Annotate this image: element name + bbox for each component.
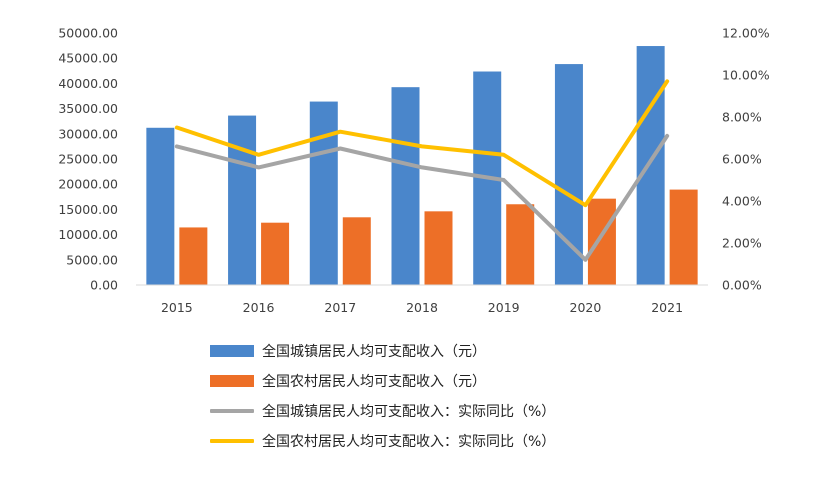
left-tick-label: 40000.00 [58,76,118,91]
bar-rural-income-2016 [261,222,290,285]
legend-item-rural-growth: 全国农村居民人均可支配收入：实际同比（%） [210,426,555,456]
right-tick-label: 4.00% [722,194,762,209]
legend-item-rural-income: 全国农村居民人均可支配收入（元） [210,366,555,396]
right-axis-ticks: 0.00% 2.00% 4.00% 6.00% 8.00% 10.00% 12.00% [722,26,770,293]
left-tick-label: 50000.00 [58,26,118,41]
bar-rural-income-2021 [669,189,698,285]
left-tick-label: 0.00 [90,278,118,293]
x-tick-label-2019: 2019 [488,300,520,315]
legend-swatch-rural-income [210,375,254,387]
right-tick-label: 0.00% [722,278,762,293]
urban-growth-line [174,133,670,262]
rural-income-bars [179,189,698,285]
x-tick-label-2021: 2021 [651,300,683,315]
x-tick-label-2020: 2020 [570,300,602,315]
x-tick-label-2017: 2017 [324,300,356,315]
x-tick-label-2016: 2016 [243,300,275,315]
left-axis-ticks: 0.00 5000.00 10000.00 15000.00 20000.00 25000… [58,26,118,293]
x-tick-label-2015: 2015 [161,300,193,315]
legend-item-urban-growth: 全国城镇居民人均可支配收入：实际同比（%） [210,396,555,426]
rural-growth-line [174,79,670,208]
bar-urban-income-2018 [391,87,420,285]
bar-rural-income-2019 [506,204,535,285]
right-tick-label: 6.00% [722,152,762,167]
left-tick-label: 30000.00 [58,126,118,141]
x-tick-label-2018: 2018 [406,300,438,315]
legend-swatch-urban-growth [210,409,254,413]
right-tick-label: 12.00% [722,26,770,41]
bar-rural-income-2015 [179,227,208,285]
right-tick-label: 2.00% [722,236,762,251]
left-tick-label: 15000.00 [58,202,118,217]
left-tick-label: 25000.00 [58,152,118,167]
legend-swatch-urban-income [210,345,254,357]
left-tick-label: 45000.00 [58,51,118,66]
x-axis-ticks: 2015 2016 2017 2018 2019 2020 2021 [161,300,683,315]
bar-rural-income-2017 [342,217,371,285]
bar-urban-income-2016 [228,115,257,285]
bar-urban-income-2020 [554,64,583,286]
left-tick-label: 5000.00 [66,252,118,267]
bar-urban-income-2015 [146,127,175,286]
bar-urban-income-2017 [309,101,338,285]
left-tick-label: 35000.00 [58,101,118,116]
legend-label-urban-income: 全国城镇居民人均可支配收入（元） [262,344,486,360]
legend-label-urban-growth: 全国城镇居民人均可支配收入：实际同比（%） [262,404,556,420]
legend-label-rural-income: 全国农村居民人均可支配收入（元） [262,374,486,390]
legend-label-rural-growth: 全国农村居民人均可支配收入：实际同比（%） [262,434,556,450]
bar-rural-income-2020 [587,198,616,285]
right-tick-label: 8.00% [722,110,762,125]
left-tick-label: 20000.00 [58,177,118,192]
legend-item-urban-income: 全国城镇居民人均可支配收入（元） [210,336,555,366]
chart-legend: 全国城镇居民人均可支配收入（元） 全国农村居民人均可支配收入（元） 全国城镇居民… [210,336,555,456]
left-tick-label: 10000.00 [58,227,118,242]
right-tick-label: 10.00% [722,68,770,83]
bar-rural-income-2018 [424,211,453,285]
legend-swatch-rural-growth [210,439,254,443]
bar-urban-income-2021 [636,46,665,286]
